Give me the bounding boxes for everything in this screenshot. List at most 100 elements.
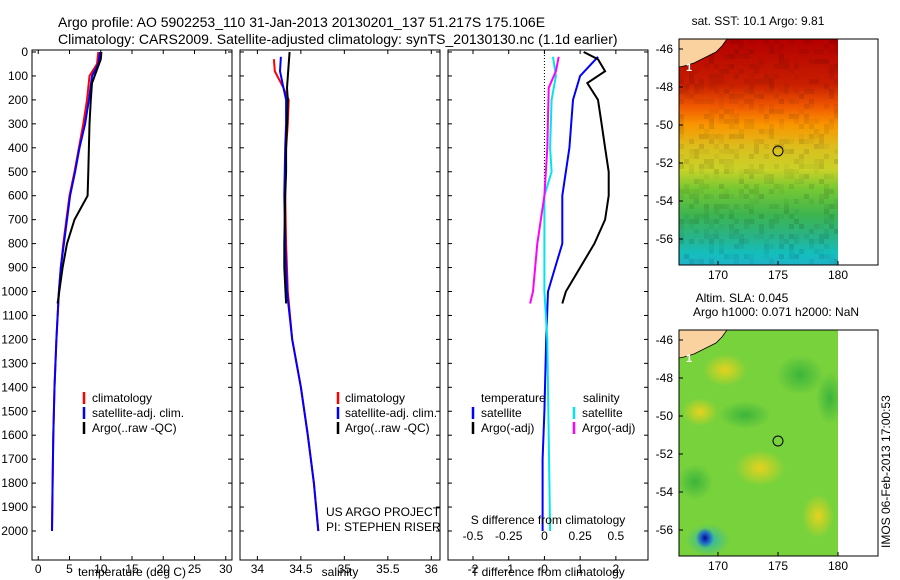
sst-pixel	[769, 244, 774, 249]
sst-pixel	[739, 54, 744, 59]
temperature-axis-label: temperature (deg C)	[78, 565, 186, 579]
x-tick-label: 35	[338, 562, 352, 576]
sst-pixel	[679, 134, 684, 139]
sst-pixel	[709, 224, 714, 229]
sst-pixel	[814, 49, 819, 54]
sst-pixel	[789, 169, 794, 174]
legend-label-climatology: climatology	[92, 391, 152, 405]
sst-pixel	[824, 124, 829, 129]
x-tick-label: 34.5	[289, 562, 313, 576]
sst-pixel	[834, 229, 838, 234]
sst-pixel	[789, 149, 794, 154]
sst-pixel	[729, 134, 734, 139]
sst-pixel	[734, 234, 739, 239]
sst-pixel	[729, 169, 734, 174]
sst-pixel	[789, 39, 794, 44]
y-tick-label: 1700	[1, 452, 28, 466]
sst-pixel	[694, 149, 699, 154]
sst-pixel	[719, 69, 724, 74]
sst-pixel	[719, 194, 724, 199]
sst-pixel	[689, 204, 694, 209]
sst-pixel	[684, 184, 689, 189]
sst-pixel	[679, 89, 684, 94]
sst-pixel	[704, 129, 709, 134]
sst-pixel	[769, 49, 774, 54]
sst-pixel	[834, 69, 838, 74]
sst-pixel	[749, 84, 754, 89]
sst-pixel	[689, 219, 694, 224]
sst-pixel	[679, 119, 684, 124]
sst-pixel	[809, 199, 814, 204]
sst-pixel	[789, 244, 794, 249]
sst-pixel	[724, 149, 729, 154]
x-tick-label: -1	[503, 562, 514, 576]
sst-pixel	[739, 94, 744, 99]
sst-pixel	[834, 104, 838, 109]
sst-pixel	[709, 244, 714, 249]
sst-pixel	[774, 219, 779, 224]
sst-pixel	[819, 59, 824, 64]
sst-pixel	[764, 244, 769, 249]
sst-pixel	[794, 239, 799, 244]
sst-pixel	[754, 94, 759, 99]
sst-pixel	[704, 159, 709, 164]
sst-pixel	[679, 79, 684, 84]
sst-pixel	[749, 74, 754, 79]
sst-pixel	[804, 39, 809, 44]
x-tick-label: -2	[468, 562, 479, 576]
sst-pixel	[734, 229, 739, 234]
sst-pixel	[679, 99, 684, 104]
sst-pixel	[809, 89, 814, 94]
sst-coastline-land	[679, 39, 728, 68]
sst-pixel	[734, 49, 739, 54]
sst-pixel	[694, 189, 699, 194]
x-tick-label: 0	[35, 562, 42, 576]
sst-pixel	[779, 119, 784, 124]
sst-pixel	[779, 99, 784, 104]
sst-pixel	[764, 154, 769, 159]
sst-pixel	[829, 94, 834, 99]
sst-pixel	[734, 99, 739, 104]
sla-blob	[802, 494, 834, 538]
sst-pixel	[824, 154, 829, 159]
sst-pixel	[759, 194, 764, 199]
sla-blob	[816, 372, 838, 424]
sst-pixel	[749, 124, 754, 129]
sst-pixel	[789, 234, 794, 239]
sst-pixel	[729, 229, 734, 234]
sst-pixel	[679, 154, 684, 159]
sst-pixel	[804, 89, 809, 94]
sst-pixel	[734, 74, 739, 79]
sst-pixel	[749, 164, 754, 169]
sst-pixel	[819, 199, 824, 204]
sst-pixel	[729, 254, 734, 259]
sst-pixel	[714, 174, 719, 179]
sst-pixel	[794, 64, 799, 69]
sst-pixel	[739, 134, 744, 139]
sst-pixel	[819, 159, 824, 164]
sst-pixel	[809, 139, 814, 144]
x2-tick-label: 0.25	[568, 529, 592, 543]
sst-pixel	[754, 189, 759, 194]
sst-pixel	[834, 259, 838, 264]
sst-pixel	[724, 169, 729, 174]
sst-pixel	[754, 69, 759, 74]
sst-pixel	[814, 79, 819, 84]
sst-pixel	[699, 89, 704, 94]
sst-pixel	[779, 109, 784, 114]
sst-pixel	[744, 219, 749, 224]
sst-pixel	[829, 254, 834, 259]
sst-pixel	[679, 129, 684, 134]
sst-pixel	[809, 259, 814, 264]
sla-land-mask	[838, 330, 878, 556]
sst-pixel	[729, 94, 734, 99]
sst-pixel	[709, 114, 714, 119]
y-tick-label: 1600	[1, 428, 28, 442]
sst-pixel	[759, 109, 764, 114]
sst-pixel	[739, 239, 744, 244]
sst-pixel	[729, 149, 734, 154]
difference-chart: -2 -1 0 1 2 -0.5 -0.25 0 0.25 0.5	[448, 50, 648, 576]
sst-pixel	[719, 139, 724, 144]
sst-pixel	[789, 69, 794, 74]
sst-pixel	[809, 104, 814, 109]
